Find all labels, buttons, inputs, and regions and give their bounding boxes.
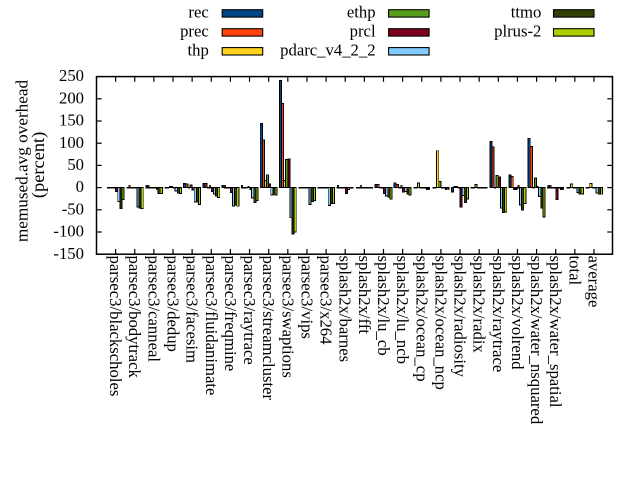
svg-text:100: 100 [59,133,84,152]
svg-text:50: 50 [67,155,84,174]
svg-text:splash2x/volrend: splash2x/volrend [508,256,527,371]
svg-text:splash2x/raytrace: splash2x/raytrace [489,256,508,373]
svg-text:memused.avg overhead: memused.avg overhead [12,79,31,242]
svg-text:average: average [584,256,603,308]
svg-text:0: 0 [76,177,84,196]
svg-text:parsec3/canneal: parsec3/canneal [144,256,163,363]
svg-text:parsec3/freqmine: parsec3/freqmine [221,256,240,372]
svg-text:splash2x/radiosity: splash2x/radiosity [451,256,470,378]
svg-text:200: 200 [59,88,84,107]
svg-text:splash2x/water_nsquared: splash2x/water_nsquared [527,256,546,425]
svg-text:pdarc_v4_2_2: pdarc_v4_2_2 [280,40,375,59]
svg-text:rec: rec [188,2,208,21]
svg-text:parsec3/dedup: parsec3/dedup [164,256,183,352]
svg-text:-50: -50 [62,199,84,218]
svg-text:parsec3/raytrace: parsec3/raytrace [240,256,259,365]
svg-text:splash2x/radix: splash2x/radix [470,256,489,354]
svg-text:(percent): (percent) [28,132,49,198]
svg-text:ethp: ethp [347,2,376,21]
svg-text:-100: -100 [53,222,84,241]
svg-text:splash2x/lu_ncb: splash2x/lu_ncb [393,256,412,364]
svg-text:parsec3/streamcluster: parsec3/streamcluster [259,256,278,401]
svg-text:250: 250 [59,66,84,85]
svg-text:plrus-2: plrus-2 [494,21,541,40]
svg-text:splash2x/lu_cb: splash2x/lu_cb [374,256,393,356]
svg-text:parsec3/vips: parsec3/vips [297,256,316,339]
svg-text:splash2x/fft: splash2x/fft [355,256,374,335]
svg-text:ttmo: ttmo [511,2,542,21]
svg-text:splash2x/ocean_ncp: splash2x/ocean_ncp [431,256,450,390]
svg-text:parsec3/x264: parsec3/x264 [317,256,336,346]
svg-text:splash2x/ocean_cp: splash2x/ocean_cp [412,256,431,382]
svg-text:parsec3/blackscholes: parsec3/blackscholes [106,256,125,397]
svg-text:thp: thp [187,40,208,59]
svg-text:parsec3/fluidanimate: parsec3/fluidanimate [202,256,221,396]
svg-text:splash2x/water_spatial: splash2x/water_spatial [546,256,565,408]
svg-text:-150: -150 [53,244,84,263]
svg-text:total: total [565,256,584,286]
svg-text:parsec3/bodytrack: parsec3/bodytrack [125,256,144,379]
svg-text:parsec3/facesim: parsec3/facesim [183,256,202,364]
svg-text:prec: prec [180,21,209,40]
svg-text:splash2x/barnes: splash2x/barnes [336,256,355,363]
svg-text:parsec3/swaptions: parsec3/swaptions [278,256,297,378]
svg-text:150: 150 [59,111,84,130]
svg-text:prcl: prcl [350,21,376,40]
